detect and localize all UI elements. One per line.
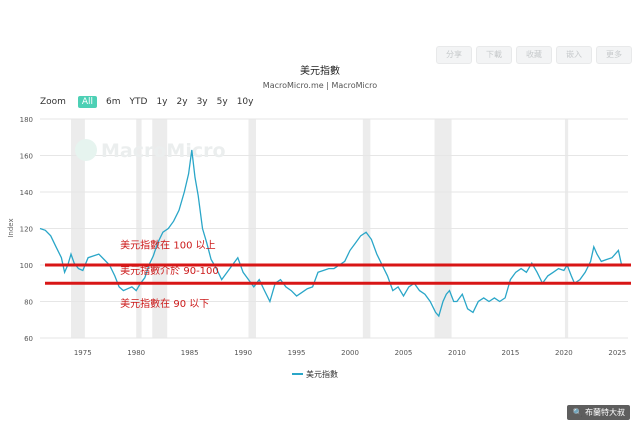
toolbar-button-1[interactable]: 下載 xyxy=(476,46,512,64)
annotation-1: 美元指數介於 90-100 xyxy=(120,264,219,277)
toolbar-button-4[interactable]: 更多 xyxy=(596,46,632,64)
credit-badge: 🔍 布蘭特大叔 xyxy=(567,405,630,420)
x-tick-2025: 2025 xyxy=(608,349,626,357)
y-tick-120: 120 xyxy=(20,226,33,234)
x-tick-1975: 1975 xyxy=(74,349,92,357)
x-tick-2005: 2005 xyxy=(395,349,413,357)
x-tick-2015: 2015 xyxy=(501,349,519,357)
zoom-option-3y[interactable]: 3y xyxy=(196,97,208,107)
y-axis-label: Index xyxy=(7,218,15,237)
zoom-option-6m[interactable]: 6m xyxy=(106,97,121,107)
watermark: MacroMicro xyxy=(75,139,226,162)
zoom-label: Zoom xyxy=(40,97,66,107)
x-axis-ticks: 1975 1980 1985 1990 1995 2000 2005 2010 2015 2020… xyxy=(74,349,626,357)
series-line-usd-index xyxy=(39,149,623,318)
y-tick-60: 60 xyxy=(24,335,33,343)
zoom-option-10y[interactable]: 10y xyxy=(236,97,254,107)
x-tick-2000: 2000 xyxy=(341,349,359,357)
toolbar-button-2[interactable]: 收藏 xyxy=(516,46,552,64)
zoom-option-1y[interactable]: 1y xyxy=(156,97,168,107)
annotation-0: 美元指數在 100 以上 xyxy=(120,239,215,252)
zoom-option-2y[interactable]: 2y xyxy=(176,97,188,107)
chart-subtitle: MacroMicro.me | MacroMicro xyxy=(263,81,377,90)
x-tick-2010: 2010 xyxy=(448,349,466,357)
zoom-option-all[interactable]: All xyxy=(77,96,97,108)
search-icon: 🔍 xyxy=(572,408,583,417)
y-tick-180: 180 xyxy=(20,116,33,124)
zoom-option-ytd[interactable]: YTD xyxy=(129,97,148,107)
zoom-bar: Zoom All 6m YTD 1y 2y 3y 5y 10y xyxy=(40,96,262,108)
legend-label: 美元指數 xyxy=(306,369,338,379)
y-axis-ticks: 60 80 100 120 140 160 180 xyxy=(20,116,33,343)
x-tick-1980: 1980 xyxy=(127,349,145,357)
watermark-text: MacroMicro xyxy=(101,140,226,162)
y-tick-80: 80 xyxy=(24,299,33,307)
gridlines xyxy=(40,118,628,339)
reference-lines xyxy=(45,263,631,285)
annotation-2: 美元指數在 90 以下 xyxy=(120,297,209,310)
legend[interactable]: 美元指數 xyxy=(292,369,338,379)
x-tick-1990: 1990 xyxy=(234,349,252,357)
toolbar-button-0[interactable]: 分享 xyxy=(436,46,472,64)
toolbar-button-3[interactable]: 嵌入 xyxy=(556,46,592,64)
x-tick-1995: 1995 xyxy=(288,349,306,357)
credit-text: 布蘭特大叔 xyxy=(585,408,625,417)
zoom-option-5y[interactable]: 5y xyxy=(216,97,228,107)
y-tick-140: 140 xyxy=(20,189,33,197)
y-tick-100: 100 xyxy=(20,262,33,270)
y-tick-160: 160 xyxy=(20,153,33,161)
x-tick-2020: 2020 xyxy=(555,349,573,357)
x-tick-1985: 1985 xyxy=(181,349,199,357)
watermark-logo-icon xyxy=(75,139,97,161)
chart-title: 美元指數 xyxy=(300,64,340,77)
